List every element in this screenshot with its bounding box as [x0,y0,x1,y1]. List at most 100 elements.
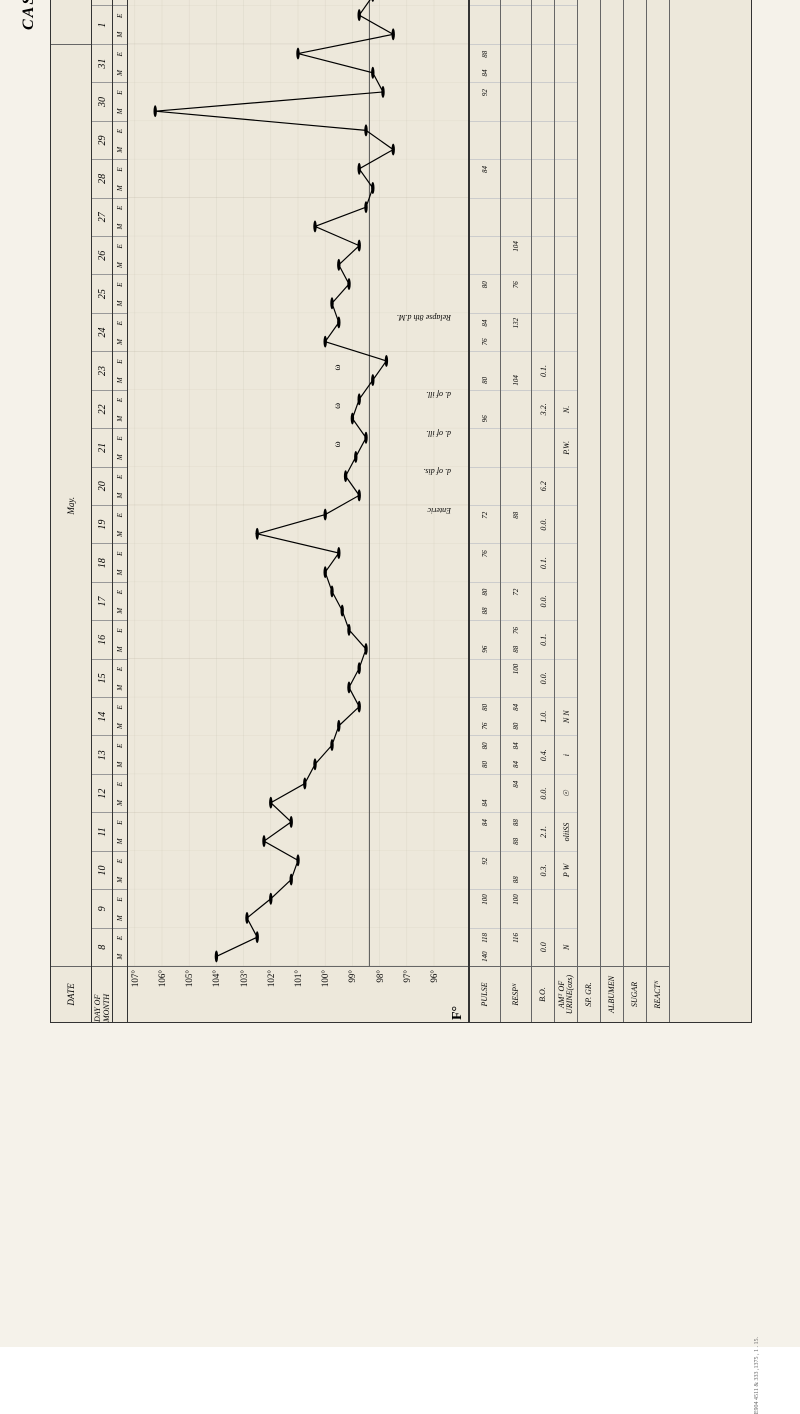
footer-value: oliiSS [555,812,577,850]
footer-value [555,44,577,82]
day-cell: 24 [92,313,112,351]
footer-value [501,486,531,505]
header-row: DATE May. June. [51,0,92,1022]
footer-value [470,6,500,25]
chart-grid: Entericd. of dis.d. of ill.d. of ill.Rel… [128,0,468,966]
day-cell: 30 [92,82,112,120]
me-pair: ME [113,351,127,389]
me-e: E [116,583,124,602]
footer-value: 84 [470,813,500,832]
footer-value [501,563,531,582]
footer-value: 1.0. [532,697,554,735]
me-m: M [116,486,124,505]
me-pair: ME [113,159,127,197]
footer-value [470,775,500,794]
me-e: E [116,660,124,679]
day-number-row: DAY OF MONTH 891011121314151617181920212… [92,0,113,1022]
me-m: M [116,409,124,428]
footer-me-pair: 88 [501,505,531,543]
f-tick: 105° [184,970,194,987]
me-e: E [116,621,124,640]
urine-cells: NP WoliiSS☉iN NP.W.N. [555,0,577,966]
day-cell: 17 [92,582,112,620]
footer-value: 76 [470,717,500,736]
footer-me-pair: 8484 [501,735,531,773]
day-cell: 23 [92,351,112,389]
footer-value [470,525,500,544]
footer-value [501,429,531,448]
footer-value [555,543,577,581]
footer-value [532,82,554,120]
day-cell: 20 [92,467,112,505]
footer-me-pair: 72 [501,582,531,620]
me-blank [113,966,127,1022]
footer-me-pair: 8084 [501,697,531,735]
footer-value [501,391,531,410]
footer-value [532,0,554,5]
me-e: E [116,736,124,755]
footer-value [470,199,500,218]
me-pair: ME [113,82,127,120]
me-e: E [116,352,124,371]
footer-value: 80 [470,698,500,717]
day-cell: 19 [92,505,112,543]
footer-value [501,601,531,620]
resp-label: RESPᴺ [501,966,531,1022]
footer-me-pair [501,543,531,581]
f-tick: 101° [293,970,303,987]
month-june: June. [51,0,91,44]
footer-value: 6.2 [532,467,554,505]
footer-me-pair [470,467,500,505]
me-m: M [116,0,124,5]
footer-value: 118 [470,929,500,948]
footer-value: 3.2. [532,390,554,428]
f-tick: 106° [157,970,167,987]
footer-value [501,160,531,179]
footer-value [555,582,577,620]
sugar-cells [624,0,646,966]
f-label: F° [450,1006,466,1020]
footer-value [470,217,500,236]
me-pair: ME [113,659,127,697]
f-tick: 104° [211,970,221,987]
footer-value [470,179,500,198]
footer-value: 84 [501,736,531,755]
pulse-label: PULSE [470,966,500,1022]
pulse-cells: 1401181009284848080768096888076729680768… [470,0,500,966]
footer-value: 76 [501,621,531,640]
day-cell: 2 [92,0,112,5]
footer-value: 0.4. [532,735,554,773]
me-m: M [116,25,124,44]
me-pair: ME [113,0,127,5]
footer-value: N N [555,697,577,735]
urine-label: AMᵀ OF URINE(ozs) [555,966,577,1022]
me-e: E [116,314,124,333]
footer-value: 80 [470,275,500,294]
me-m: M [116,717,124,736]
footer-value: 84 [470,794,500,813]
me-pair: ME [113,697,127,735]
footer-value: 76 [470,544,500,563]
me-pair: ME [113,774,127,812]
me-pair: ME [113,198,127,236]
footer-me-pair [501,390,531,428]
footer-value: 100 [501,660,531,679]
footer-value [470,909,500,928]
footer-value: 0.0 [532,928,554,966]
footer-value [532,198,554,236]
me-pair: ME [113,620,127,658]
footer-me-pair [501,121,531,159]
footer-value [501,25,531,44]
me-pair: ME [113,812,127,850]
footer-value [501,678,531,697]
pulse-row: PULSE 1401181009284848080768096888076729… [470,0,501,1022]
me-m: M [116,64,124,83]
react-label: REACTᴺ [647,966,669,1022]
f-tick: 103° [239,970,249,987]
y-axis-f: F° 107°106°105°104°103°102°101°100°99°98… [128,966,468,1022]
footer-me-pair: 104 [501,351,531,389]
footer-value: 88 [470,45,500,64]
month-may: May. [51,44,91,966]
footer-value [555,313,577,351]
footer-me-pair: 92 [470,82,500,120]
